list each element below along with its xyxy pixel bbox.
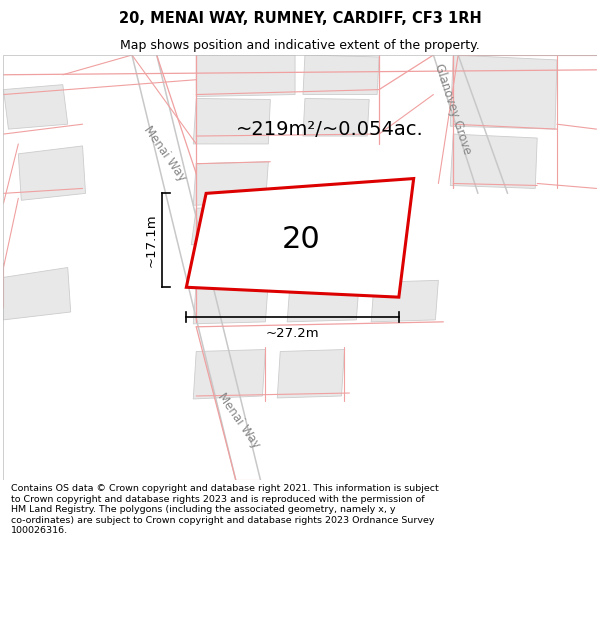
Polygon shape [187, 179, 413, 297]
Text: 20, MENAI WAY, RUMNEY, CARDIFF, CF3 1RH: 20, MENAI WAY, RUMNEY, CARDIFF, CF3 1RH [119, 11, 481, 26]
Polygon shape [193, 349, 265, 399]
Polygon shape [193, 281, 268, 324]
Text: ~17.1m: ~17.1m [145, 214, 158, 267]
Polygon shape [303, 55, 379, 94]
Polygon shape [193, 162, 268, 205]
Text: ~27.2m: ~27.2m [266, 327, 319, 340]
Polygon shape [303, 99, 369, 136]
Polygon shape [4, 268, 71, 320]
Text: Menai Way: Menai Way [141, 124, 188, 184]
Text: ~219m²/~0.054ac.: ~219m²/~0.054ac. [236, 119, 424, 139]
Polygon shape [19, 146, 86, 200]
Polygon shape [191, 206, 256, 245]
Polygon shape [450, 134, 537, 188]
Text: Glanovey Grove: Glanovey Grove [433, 62, 474, 156]
Polygon shape [287, 281, 359, 322]
Text: Map shows position and indicative extent of the property.: Map shows position and indicative extent… [120, 39, 480, 51]
Polygon shape [196, 55, 295, 96]
Text: Contains OS data © Crown copyright and database right 2021. This information is : Contains OS data © Crown copyright and d… [11, 484, 439, 535]
Polygon shape [450, 55, 557, 129]
Polygon shape [4, 84, 68, 129]
Polygon shape [193, 99, 271, 144]
Polygon shape [371, 281, 439, 322]
Text: Menai Way: Menai Way [215, 391, 263, 451]
Polygon shape [277, 349, 344, 398]
Text: 20: 20 [282, 224, 320, 254]
